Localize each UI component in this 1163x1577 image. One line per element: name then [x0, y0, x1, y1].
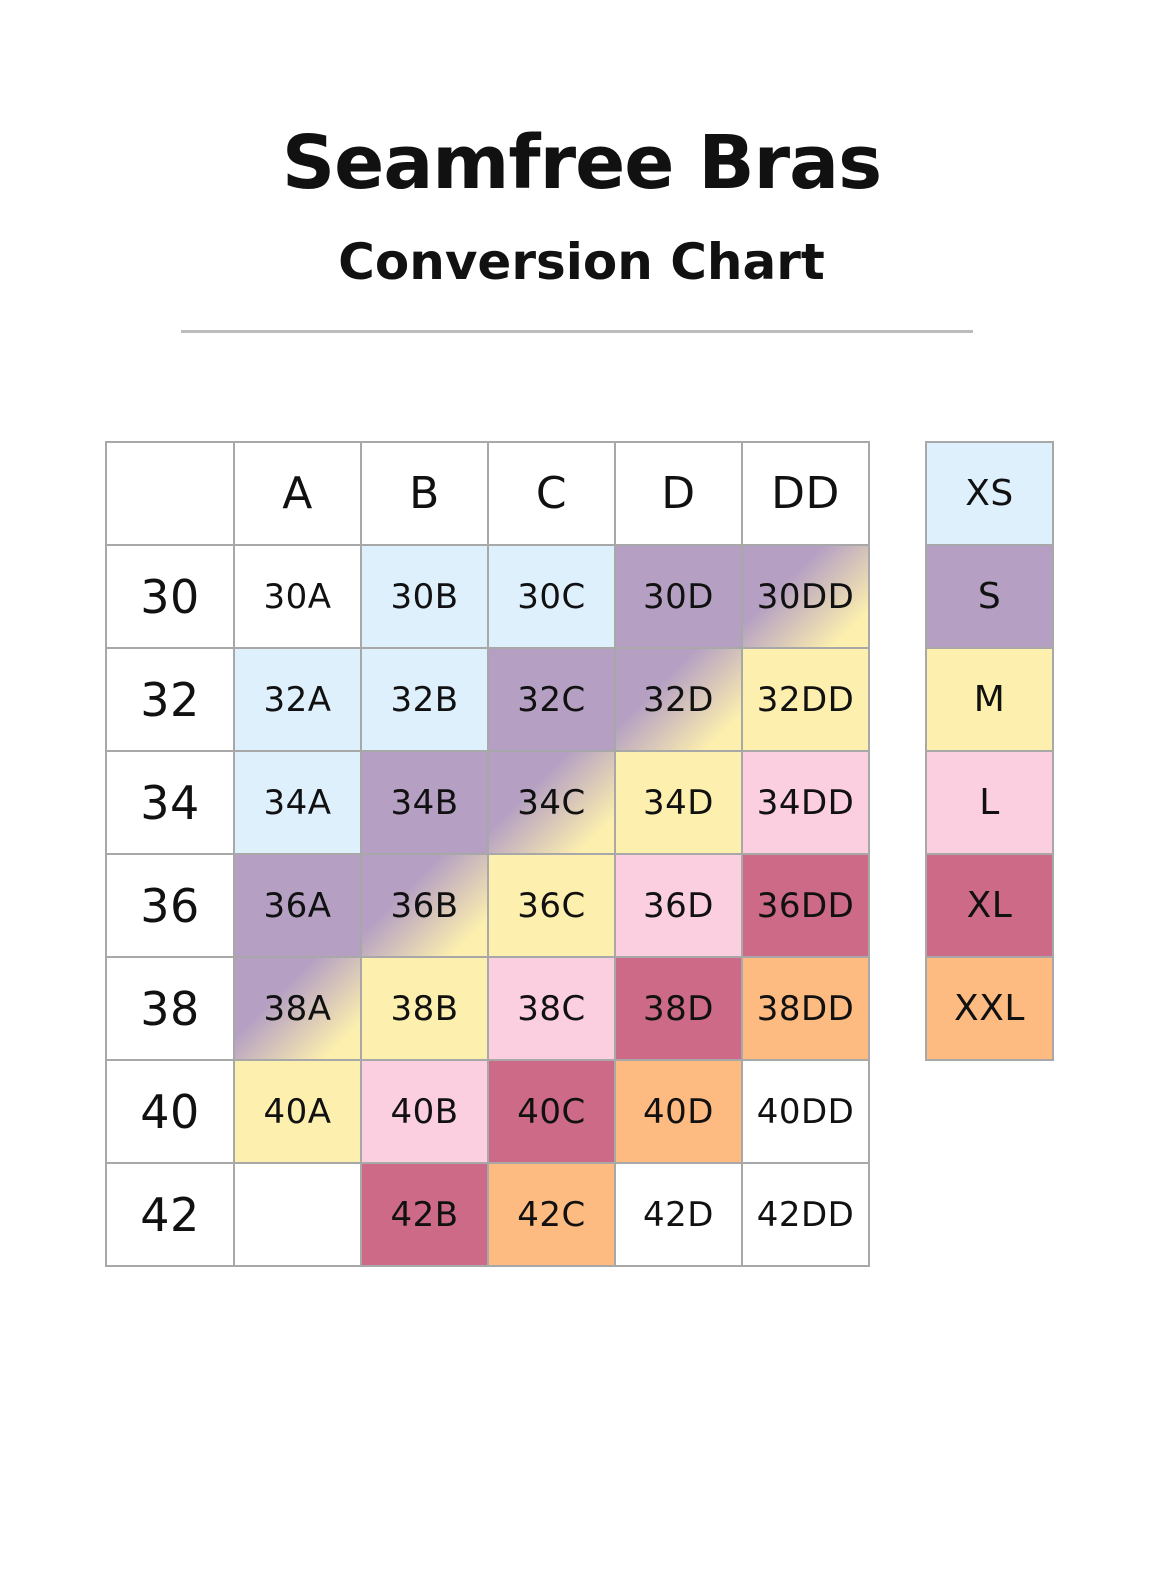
size-cell: 32DD: [743, 649, 870, 752]
size-cell: 32B: [362, 649, 489, 752]
size-cell: [235, 1164, 362, 1267]
size-cell: 36C: [489, 855, 616, 958]
title-divider: [181, 330, 973, 333]
size-cell: 30B: [362, 546, 489, 649]
size-cell: 34A: [235, 752, 362, 855]
size-cell: 34B: [362, 752, 489, 855]
cup-header-cell: A: [235, 443, 362, 546]
band-header-cell: 36: [107, 855, 235, 958]
size-cell: 38C: [489, 958, 616, 1061]
band-header-cell: 30: [107, 546, 235, 649]
size-cell: 36B: [362, 855, 489, 958]
size-cell: 30D: [616, 546, 743, 649]
size-cell: 32A: [235, 649, 362, 752]
size-cell: 32C: [489, 649, 616, 752]
band-header-cell: 40: [107, 1061, 235, 1164]
size-cell: 34C: [489, 752, 616, 855]
size-cell: 38D: [616, 958, 743, 1061]
size-cell: 34DD: [743, 752, 870, 855]
cup-header-cell: C: [489, 443, 616, 546]
size-cell: 42C: [489, 1164, 616, 1267]
legend-item: M: [927, 649, 1054, 752]
size-legend: XS S M L XL XXL: [925, 441, 1054, 1061]
band-header-cell: 34: [107, 752, 235, 855]
size-cell: 42DD: [743, 1164, 870, 1267]
size-cell: 40B: [362, 1061, 489, 1164]
size-cell: 36A: [235, 855, 362, 958]
page-title: Seamfree Bras: [281, 120, 882, 206]
size-cell: 38DD: [743, 958, 870, 1061]
size-cell: 40C: [489, 1061, 616, 1164]
size-cell: 40DD: [743, 1061, 870, 1164]
size-cell: 36D: [616, 855, 743, 958]
band-header-cell: 42: [107, 1164, 235, 1267]
table-corner-cell: [107, 443, 235, 546]
size-cell: 30A: [235, 546, 362, 649]
size-cell: 42D: [616, 1164, 743, 1267]
size-conversion-table: A B C D DD 30 30A 30B 30C 30D 30DD 32 32A 32B 32C 32D 32…: [105, 441, 870, 1267]
size-cell: 38B: [362, 958, 489, 1061]
cup-header-cell: D: [616, 443, 743, 546]
size-cell: 42B: [362, 1164, 489, 1267]
legend-item: XS: [927, 443, 1054, 546]
page-subtitle: Conversion Chart: [338, 233, 825, 291]
cup-header-cell: DD: [743, 443, 870, 546]
band-header-cell: 38: [107, 958, 235, 1061]
size-cell: 36DD: [743, 855, 870, 958]
legend-item: XXL: [927, 958, 1054, 1061]
size-cell: 34D: [616, 752, 743, 855]
legend-item: L: [927, 752, 1054, 855]
size-cell: 40D: [616, 1061, 743, 1164]
size-cell: 30DD: [743, 546, 870, 649]
size-cell: 40A: [235, 1061, 362, 1164]
legend-item: S: [927, 546, 1054, 649]
band-header-cell: 32: [107, 649, 235, 752]
cup-header-cell: B: [362, 443, 489, 546]
size-cell: 32D: [616, 649, 743, 752]
size-cell: 30C: [489, 546, 616, 649]
legend-item: XL: [927, 855, 1054, 958]
size-cell: 38A: [235, 958, 362, 1061]
